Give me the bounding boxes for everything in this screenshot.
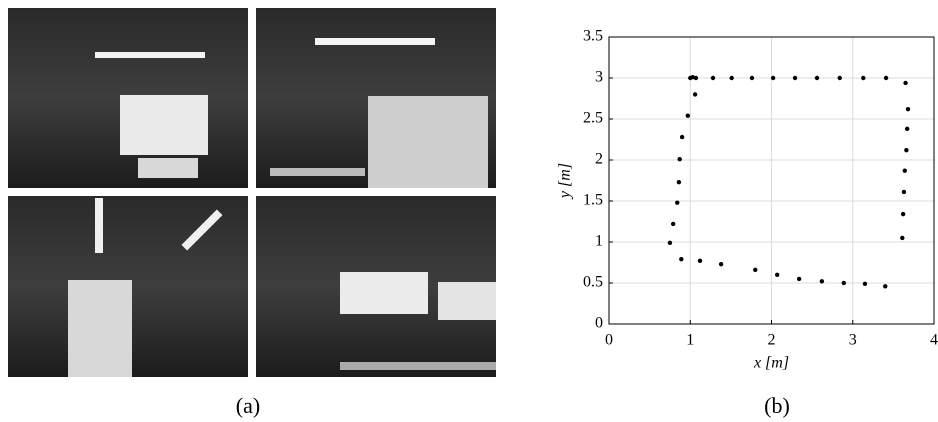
x-tick-label: 2	[768, 332, 776, 349]
point	[796, 276, 802, 282]
point	[670, 221, 676, 227]
point	[900, 235, 905, 241]
photos	[8, 8, 496, 377]
y-axis-label: y [m]	[557, 163, 574, 200]
point	[677, 156, 682, 162]
point	[667, 240, 673, 246]
scatter-plot: 0 1 2 3 4 0 0.5 1 1.5 2 2.5 3 3.5 x [m] y [m]	[557, 28, 938, 372]
axes-frame	[608, 36, 935, 325]
point	[862, 281, 868, 287]
point	[902, 168, 907, 173]
point	[679, 134, 685, 140]
point	[901, 189, 907, 195]
caption: (b)	[764, 393, 790, 418]
y-tick-label: 0.5	[583, 274, 603, 291]
photo-object	[138, 158, 198, 178]
point	[679, 257, 684, 262]
x-tick-label: 3	[849, 332, 857, 349]
photo-light	[315, 38, 435, 45]
point	[814, 75, 820, 81]
x-axis-label: x [m]	[753, 355, 789, 372]
photo-light	[95, 198, 103, 253]
y-tick-label: 0	[595, 315, 603, 332]
point	[883, 75, 889, 81]
photo-desk	[340, 362, 496, 370]
point	[900, 211, 906, 217]
point	[685, 113, 691, 118]
point	[692, 92, 698, 97]
photo-shelves	[368, 96, 488, 188]
point	[729, 75, 734, 81]
photo-window	[438, 282, 496, 320]
point	[841, 280, 847, 286]
point	[697, 258, 703, 264]
point	[883, 284, 888, 289]
photo-light	[95, 52, 205, 58]
photo-cabinet	[68, 280, 132, 377]
caption: (a)	[236, 393, 260, 418]
y-tick-label: 2.5	[583, 110, 603, 127]
point	[837, 75, 842, 81]
photo-light	[181, 209, 223, 251]
x-tick-label: 4	[930, 332, 938, 349]
point	[861, 75, 866, 81]
photo-desk	[270, 168, 365, 176]
y-tick-label: 3	[595, 69, 603, 86]
point	[770, 75, 776, 81]
y-tick-label: 3.5	[583, 28, 603, 45]
point	[710, 75, 716, 81]
photo-window	[340, 272, 428, 314]
point	[718, 261, 724, 267]
point	[675, 200, 680, 205]
point	[819, 279, 825, 284]
point	[903, 80, 908, 86]
point	[676, 179, 682, 185]
x-tick-label: 0	[605, 332, 613, 349]
point	[774, 272, 780, 277]
point	[749, 75, 755, 81]
point	[904, 147, 909, 153]
y-tick-label: 1	[595, 233, 603, 250]
point	[904, 126, 910, 132]
point	[792, 75, 798, 81]
point	[905, 106, 911, 112]
y-tick-label: 1.5	[583, 192, 603, 209]
photo-whiteboard	[120, 95, 208, 155]
y-tick-label: 2	[595, 151, 603, 168]
point	[693, 75, 699, 81]
x-tick-label: 1	[686, 332, 694, 349]
point	[753, 267, 758, 273]
